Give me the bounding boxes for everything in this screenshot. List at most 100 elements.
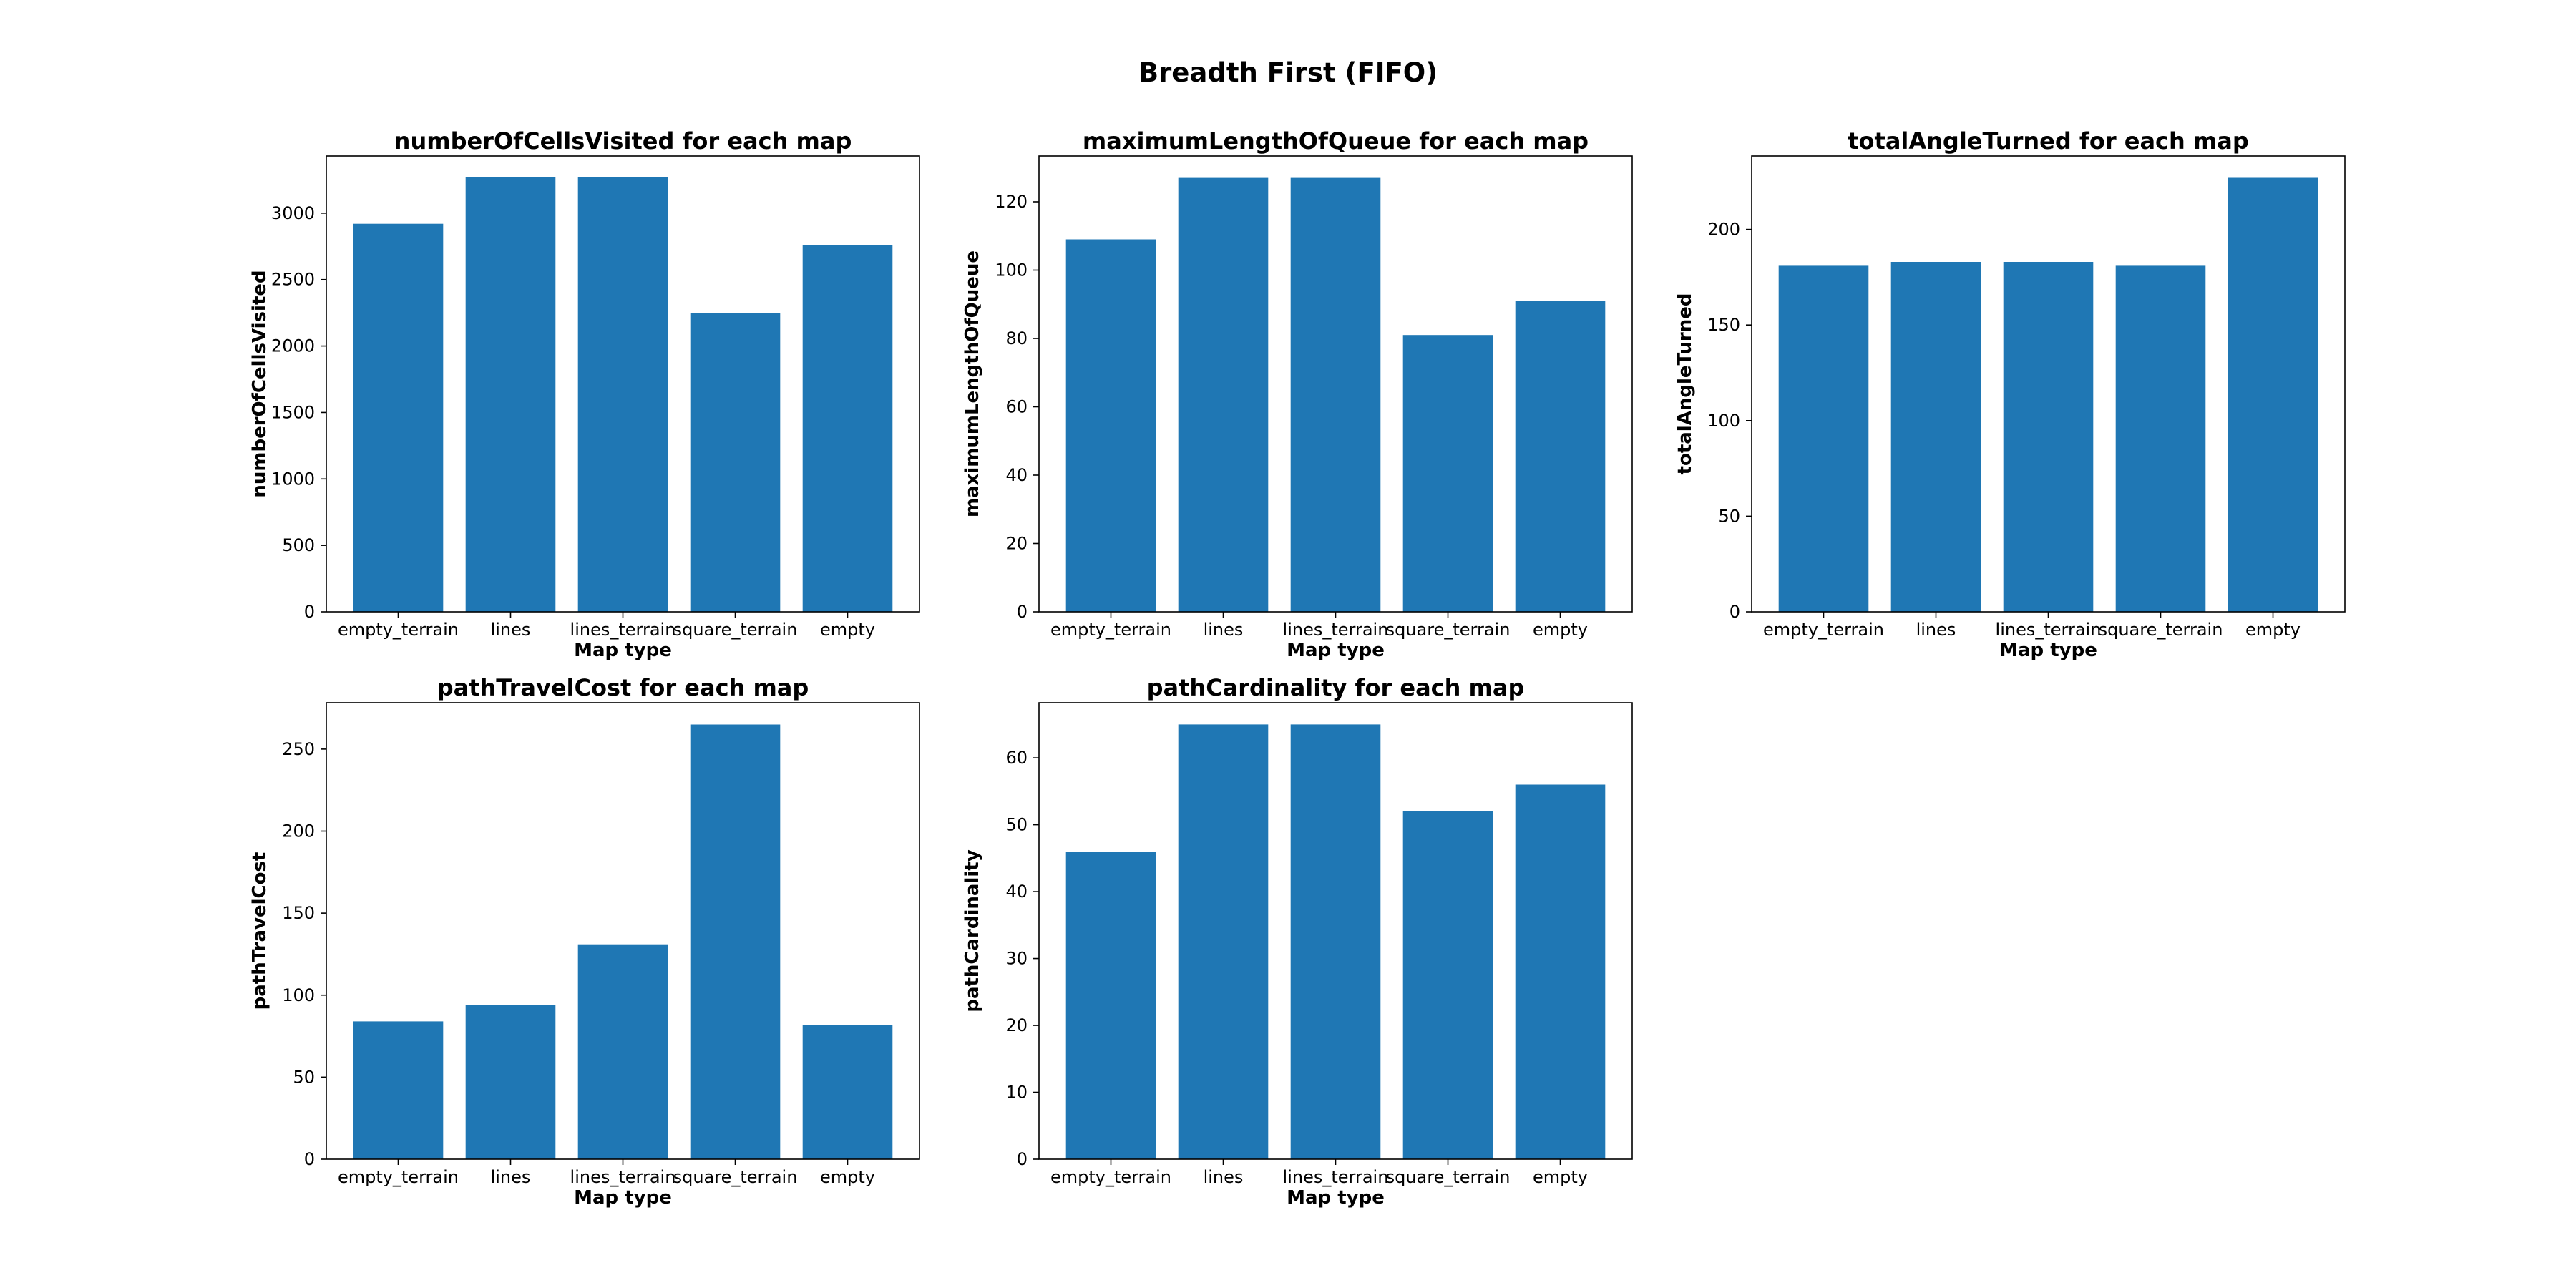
x-tick-label: empty_terrain — [338, 1167, 459, 1187]
y-tick-label: 50 — [293, 1067, 315, 1087]
y-axis-label: totalAngleTurned — [1674, 293, 1696, 475]
bar-square-terrain — [1402, 811, 1493, 1159]
bar-empty-terrain — [353, 1021, 444, 1159]
subplot-title: numberOfCellsVisited for each map — [394, 127, 852, 155]
bar-empty — [1515, 301, 1606, 612]
x-tick-label: lines — [1204, 620, 1244, 640]
bar-lines — [1890, 262, 1981, 612]
y-tick-label: 50 — [1718, 506, 1740, 526]
bar-empty — [802, 245, 893, 612]
y-tick-label: 20 — [1005, 1015, 1028, 1035]
y-tick-label: 0 — [1017, 1149, 1028, 1169]
y-tick-label: 100 — [995, 260, 1028, 280]
bar-empty — [2228, 177, 2318, 612]
bar-lines-terrain — [577, 944, 668, 1159]
bar-lines — [465, 1005, 556, 1159]
subplot-title: totalAngleTurned for each map — [1848, 127, 2249, 155]
x-tick-label: lines — [491, 1167, 531, 1187]
y-tick-label: 60 — [1005, 396, 1028, 416]
x-tick-label: lines_terrain — [570, 620, 676, 640]
bar-square-terrain — [2115, 265, 2206, 612]
bar-lines-terrain — [2003, 262, 2094, 612]
y-tick-label: 2000 — [271, 336, 315, 356]
x-tick-label: lines_terrain — [570, 1167, 676, 1187]
y-tick-label: 80 — [1005, 328, 1028, 348]
y-tick-label: 150 — [282, 903, 315, 923]
x-tick-label: empty — [1533, 1167, 1588, 1187]
x-axis-label: Map type — [574, 1187, 672, 1209]
y-tick-label: 40 — [1005, 465, 1028, 485]
x-axis-label: Map type — [1999, 640, 2097, 661]
x-tick-label: empty_terrain — [1763, 620, 1884, 640]
subplot-3: 0 50 100 150 200 empty_terrain lines lines_terr… — [1674, 127, 2346, 661]
y-tick-label: 3000 — [271, 203, 315, 223]
x-tick-label: lines — [1916, 620, 1956, 640]
x-tick-label: lines_terrain — [1996, 620, 2102, 640]
x-axis-label: Map type — [574, 640, 672, 661]
x-tick-label: empty_terrain — [338, 620, 459, 640]
y-tick-label: 10 — [1005, 1083, 1028, 1103]
x-tick-label: lines_terrain — [1283, 1167, 1389, 1187]
y-tick-label: 0 — [304, 1149, 315, 1169]
y-tick-label: 0 — [1017, 602, 1028, 622]
y-tick-label: 0 — [304, 602, 315, 622]
y-tick-label: 1500 — [271, 402, 315, 422]
y-tick-label: 2500 — [271, 270, 315, 290]
bar-empty — [1515, 784, 1606, 1159]
x-tick-label: empty_terrain — [1050, 620, 1171, 640]
y-tick-label: 1000 — [271, 469, 315, 489]
x-tick-label: empty — [1533, 620, 1588, 640]
bar-empty-terrain — [1065, 852, 1156, 1159]
x-tick-label: empty — [820, 1167, 875, 1187]
subplot-title: pathCardinality for each map — [1147, 674, 1525, 701]
y-tick-label: 100 — [282, 985, 315, 1005]
bar-square-terrain — [1402, 335, 1493, 612]
subplot-1: 0 500 1000 1500 2000 2500 3000 empty_terrain lin… — [249, 127, 920, 661]
y-tick-label: 500 — [282, 535, 315, 555]
y-tick-label: 200 — [282, 821, 315, 841]
subplot-title: maximumLengthOfQueue for each map — [1083, 127, 1589, 155]
y-axis-label: pathTravelCost — [249, 852, 270, 1010]
y-tick-label: 20 — [1005, 533, 1028, 553]
y-tick-label: 120 — [995, 192, 1028, 212]
x-tick-label: square_terrain — [673, 1167, 798, 1187]
y-tick-label: 40 — [1005, 882, 1028, 902]
y-tick-label: 200 — [1707, 220, 1740, 240]
x-tick-label: square_terrain — [1386, 1167, 1511, 1187]
subplot-4: 0 50 100 150 200 250 empty_terrain lines lines_t… — [249, 674, 920, 1209]
bar-lines-terrain — [1290, 177, 1381, 613]
y-tick-label: 100 — [1707, 411, 1740, 431]
y-tick-label: 30 — [1005, 949, 1028, 969]
x-axis-label: Map type — [1287, 1187, 1385, 1209]
bar-lines — [1178, 177, 1269, 613]
subplot-title: pathTravelCost for each map — [437, 674, 809, 701]
bar-lines-terrain — [1290, 724, 1381, 1159]
x-tick-label: lines_terrain — [1283, 620, 1389, 640]
y-tick-label: 60 — [1005, 748, 1028, 768]
bar-empty-terrain — [1778, 265, 1869, 612]
bar-empty — [802, 1025, 893, 1159]
y-tick-label: 150 — [1707, 315, 1740, 335]
x-tick-label: square_terrain — [1386, 620, 1511, 640]
y-tick-label: 250 — [282, 739, 315, 759]
x-axis-label: Map type — [1287, 640, 1385, 661]
bar-empty-terrain — [353, 223, 444, 612]
bar-square-terrain — [690, 724, 781, 1159]
bar-lines — [465, 177, 556, 612]
x-tick-label: empty_terrain — [1050, 1167, 1171, 1187]
y-tick-label: 50 — [1005, 815, 1028, 835]
y-axis-label: maximumLengthOfQueue — [962, 250, 983, 517]
y-axis-label: pathCardinality — [962, 849, 983, 1012]
x-tick-label: square_terrain — [2099, 620, 2223, 640]
x-tick-label: lines — [1204, 1167, 1244, 1187]
x-tick-label: empty — [2245, 620, 2301, 640]
y-axis-label: numberOfCellsVisited — [249, 270, 270, 497]
bar-lines-terrain — [577, 177, 668, 612]
x-tick-label: empty — [820, 620, 875, 640]
bar-empty-terrain — [1065, 239, 1156, 612]
subplot-5: 0 10 20 30 40 50 60 empty_terrain lines lines_ter… — [962, 674, 1633, 1209]
bar-lines — [1178, 724, 1269, 1159]
x-tick-label: lines — [491, 620, 531, 640]
bar-square-terrain — [690, 313, 781, 612]
